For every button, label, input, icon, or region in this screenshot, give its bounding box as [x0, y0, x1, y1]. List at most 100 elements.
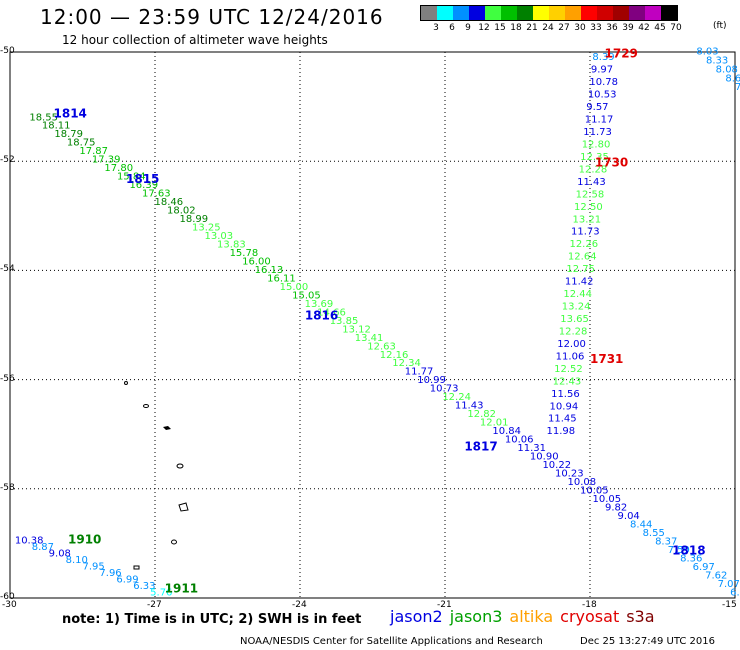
island-5: [178, 502, 189, 512]
legend-swatches: [420, 5, 678, 21]
latitude-label: -60: [0, 592, 15, 602]
legend-swatch: [549, 6, 565, 20]
wave-height-value: 12.63: [367, 341, 396, 352]
wave-height-value: 18.75: [67, 138, 96, 149]
wave-height-value: 12.16: [380, 350, 409, 361]
wave-height-value: 11.56: [551, 389, 580, 400]
wave-height-value: 17.39: [92, 155, 121, 166]
wave-height-value: 10.94: [550, 401, 579, 412]
wave-height-value: 10.05: [580, 485, 609, 496]
legend-swatch: [453, 6, 469, 20]
wave-height-value: 13.69: [305, 299, 334, 310]
wave-height-value: 17.87: [79, 146, 108, 157]
wave-height-value: 12.34: [392, 358, 421, 369]
legend-unit: (ft): [713, 21, 727, 31]
legend-label: 12: [478, 23, 490, 33]
longitude-label: -24: [292, 600, 307, 610]
wave-height-value: 11.42: [565, 277, 594, 288]
wave-height-value: 12.43: [553, 376, 582, 387]
legend-label: 27: [558, 23, 570, 33]
wave-height-value: 18.79: [54, 129, 83, 140]
satellite-legend-entry: cryosat: [560, 607, 620, 626]
legend-swatch: [661, 6, 677, 20]
legend-swatch: [421, 6, 437, 20]
pass-numbers: 1814 1815 1816 1817 1818 1729 1730 1731 1910 1911: [54, 46, 706, 595]
legend-swatch: [597, 6, 613, 20]
longitude-label: -21: [437, 600, 452, 610]
latitude-label: -58: [0, 482, 15, 493]
islands: [124, 381, 189, 570]
wave-height-value: 12.64: [568, 252, 597, 263]
wave-height-value: 12.28: [559, 326, 588, 337]
wave-height-value: 18.55: [29, 112, 58, 123]
wave-height-value: 8.37: [655, 536, 677, 547]
longitude-label: -27: [147, 600, 162, 610]
footer-note: note: 1) Time is in UTC; 2) SWH is in fe…: [62, 612, 362, 627]
legend-swatch: [437, 6, 453, 20]
longitude-label: -18: [582, 600, 597, 610]
pass-number-label: 1729: [605, 46, 638, 60]
wave-height-value: 7.95: [83, 561, 105, 572]
legend-label: 70: [670, 23, 682, 33]
wave-height-value: 13.41: [355, 333, 384, 344]
satellite-legend: jason2 jason3 altika cryosat s3a: [390, 607, 662, 626]
wave-height-value: 10.05: [593, 494, 622, 505]
wave-height-value: 11.45: [548, 414, 577, 425]
wave-height-value: 10.38: [15, 535, 44, 546]
wave-height-value: 12.28: [579, 164, 608, 175]
wave-height-value: 15.05: [292, 290, 321, 301]
wave-height-value: 18.11: [42, 121, 71, 132]
wave-height-value: 8.87: [32, 542, 54, 553]
legend-swatch: [645, 6, 661, 20]
latitude-label: -54: [0, 264, 15, 275]
plot-border: [9, 51, 736, 599]
wave-height-value: 6.42: [730, 587, 740, 598]
legend-label: 18: [510, 23, 522, 33]
wave-height-value: 8.6: [725, 73, 740, 84]
wave-height-value: 7: [735, 82, 740, 93]
pass-number-label: 1815: [126, 172, 159, 186]
wave-height-value: 8.10: [66, 555, 88, 566]
legend-label: 24: [542, 23, 554, 33]
satellite-legend-entry: jason2: [390, 607, 443, 626]
track: 8.399.9710.7810.539.5711.1711.7312.8012.…: [547, 52, 618, 437]
track: 10.388.879.088.107.957.966.996.335.76: [15, 535, 173, 598]
credit-line: NOAA/NESDIS Center for Satellite Applica…: [240, 636, 543, 647]
wave-height-value: 8.03: [696, 47, 718, 58]
wave-height-value: 10.53: [588, 90, 617, 101]
island-7: [133, 565, 140, 570]
longitude-label: -30: [2, 600, 17, 610]
wave-height-value: 12.44: [563, 289, 592, 300]
plot-frame: [9, 51, 736, 599]
satellite-legend-entry: altika: [509, 607, 554, 626]
satellite-legend-entry: s3a: [626, 607, 655, 626]
wave-height-value: 13.25: [192, 223, 221, 234]
island-6: [171, 539, 177, 545]
pass-number-label: 1911: [165, 582, 198, 596]
pass-number-label: 1910: [68, 532, 101, 546]
wave-height-value: 11.73: [571, 227, 600, 238]
wave-height-value: 15.00: [280, 282, 309, 293]
legend-swatch: [565, 6, 581, 20]
wave-height-value: 5.76: [150, 587, 172, 598]
legend-swatch: [485, 6, 501, 20]
wave-height-value: 11.43: [455, 401, 484, 412]
wave-height-value: 8.39: [592, 52, 614, 63]
wave-height-value: 9.57: [586, 102, 608, 113]
wave-height-value: 18.46: [154, 197, 183, 208]
island-1: [124, 381, 128, 385]
wave-height-value: 7.07: [718, 579, 740, 590]
wave-height-value: 12.52: [554, 364, 583, 375]
wave-height-value: 12.58: [576, 189, 605, 200]
pass-number-label: 1814: [54, 107, 87, 121]
wave-height-value: 17.80: [104, 163, 133, 174]
wave-height-value: 8.36: [680, 553, 702, 564]
wave-height-value: 9.04: [618, 511, 640, 522]
wave-height-value: 12.75: [566, 264, 595, 275]
wave-height-value: 16.13: [255, 265, 284, 276]
wave-height-value: 10.23: [555, 469, 584, 480]
wave-height-value: 16.39: [129, 180, 158, 191]
legend-label: 9: [465, 23, 471, 33]
